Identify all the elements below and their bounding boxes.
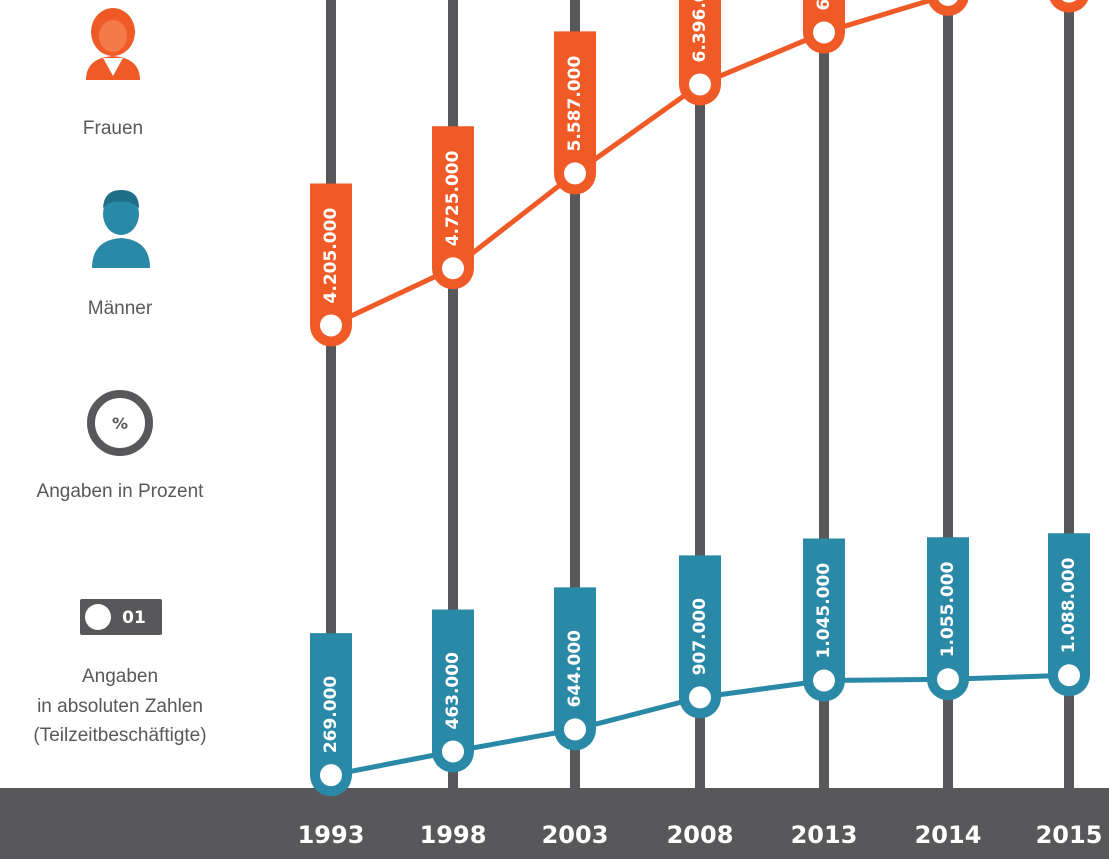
data-label: 4.205.000 xyxy=(321,208,341,304)
data-point xyxy=(689,686,711,709)
pole xyxy=(1064,0,1074,790)
data-label: 4.725.000 xyxy=(443,150,463,246)
data-point xyxy=(1058,664,1080,687)
label-box xyxy=(1049,0,1089,13)
data-point xyxy=(689,73,711,96)
legend-note: in absoluten Zahlen xyxy=(37,696,203,717)
data-label: 463.000 xyxy=(443,652,463,730)
label-box xyxy=(1048,533,1090,697)
x-tick-label: 1998 xyxy=(420,821,487,849)
label-box xyxy=(679,0,721,106)
label-box xyxy=(310,183,352,347)
data-point xyxy=(442,257,464,280)
pole xyxy=(570,0,580,790)
legend-note: Angaben xyxy=(82,666,158,687)
absolute-icon-text: 01 xyxy=(122,608,146,628)
x-tick-label: 2013 xyxy=(791,821,858,849)
man-icon xyxy=(92,190,150,268)
label-box xyxy=(927,0,969,16)
pole xyxy=(943,0,953,790)
x-tick-label: 1993 xyxy=(298,821,365,849)
data-point xyxy=(813,21,835,44)
data-point xyxy=(1061,0,1077,3)
data-point xyxy=(564,718,586,741)
pole xyxy=(448,0,458,790)
pole xyxy=(695,0,705,790)
woman-icon xyxy=(86,8,140,80)
data-point xyxy=(938,0,958,6)
legend-label: Frauen xyxy=(83,118,143,139)
label-box xyxy=(554,587,596,751)
legend-note: Angaben in Prozent xyxy=(37,481,205,502)
data-label: 269.000 xyxy=(321,676,341,754)
percent-icon xyxy=(87,390,153,456)
data-point xyxy=(813,669,835,692)
data-label: 907.000 xyxy=(690,598,710,676)
data-label: 6.868.000 xyxy=(814,0,834,11)
x-tick-label: 2015 xyxy=(1036,821,1103,849)
legend-note: (Teilzeitbeschäftigte) xyxy=(33,725,206,746)
data-point xyxy=(564,162,586,185)
x-tick-label: 2003 xyxy=(542,821,609,849)
data-label: 1.088.000 xyxy=(1059,557,1079,653)
data-point xyxy=(937,668,959,691)
pole xyxy=(326,0,336,790)
label-box xyxy=(927,537,969,701)
data-label: 5.587.000 xyxy=(565,56,585,152)
data-point xyxy=(320,314,342,337)
data-point xyxy=(442,740,464,763)
data-point xyxy=(320,764,342,787)
legend: Frauen Männer % Angaben in Prozent 01 An… xyxy=(33,8,207,746)
absolute-icon-dot xyxy=(85,604,111,630)
legend-label: Männer xyxy=(88,298,153,319)
label-box xyxy=(554,31,596,195)
data-label: 6.396.000 xyxy=(690,0,710,62)
label-box xyxy=(803,538,845,702)
percent-icon-text: % xyxy=(112,414,128,433)
x-tick-label: 2014 xyxy=(915,821,982,849)
data-label: 644.000 xyxy=(565,630,585,708)
pole xyxy=(819,0,829,790)
x-tick-label: 2008 xyxy=(667,821,734,849)
label-box xyxy=(679,555,721,719)
label-box xyxy=(310,633,352,797)
label-box xyxy=(432,609,474,773)
year-bar xyxy=(0,788,1109,859)
label-box xyxy=(432,126,474,290)
data-label: 1.045.000 xyxy=(814,563,834,659)
data-label: 1.055.000 xyxy=(938,561,958,657)
